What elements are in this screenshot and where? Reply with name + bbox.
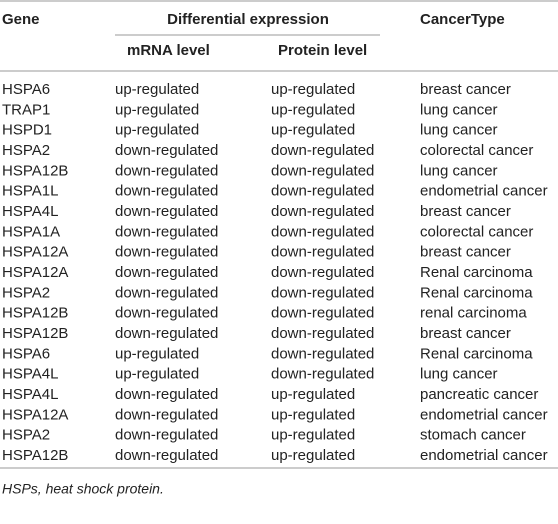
cell-gene: HSPA1L [2,183,58,200]
cell-mrna: down-regulated [115,244,218,261]
cell-protein: down-regulated [271,244,374,261]
cell-mrna: up-regulated [115,345,199,362]
cell-gene: HSPA6 [2,345,50,362]
cell-mrna: down-regulated [115,325,218,342]
cell-gene: HSPA4L [2,386,58,403]
cell-gene: TRAP1 [2,101,50,118]
cell-protein: down-regulated [271,366,374,383]
cell-gene: HSPA2 [2,284,50,301]
header-protein: Protein level [278,42,367,59]
footnote: HSPs, heat shock protein. [2,481,164,497]
cell-mrna: down-regulated [115,447,218,464]
cell-mrna: down-regulated [115,223,218,240]
cell-protein: up-regulated [271,81,355,98]
cell-mrna: down-regulated [115,183,218,200]
cell-protein: down-regulated [271,264,374,281]
header-group: Differential expression [167,11,329,28]
cell-protein: up-regulated [271,427,355,444]
cell-protein: down-regulated [271,183,374,200]
cell-mrna: up-regulated [115,81,199,98]
cell-cancer: endometrial cancer [420,406,548,423]
cell-mrna: down-regulated [115,264,218,281]
cell-gene: HSPA12B [2,447,68,464]
cell-protein: down-regulated [271,345,374,362]
header-gene: Gene [2,11,40,28]
cell-protein: down-regulated [271,203,374,220]
cell-cancer: endometrial cancer [420,183,548,200]
cell-gene: HSPA12A [2,264,68,281]
cell-cancer: breast cancer [420,244,511,261]
cell-mrna: down-regulated [115,427,218,444]
cell-protein: up-regulated [271,406,355,423]
cell-protein: up-regulated [271,101,355,118]
cell-cancer: stomach cancer [420,427,526,444]
cell-protein: down-regulated [271,284,374,301]
cell-cancer: pancreatic cancer [420,386,538,403]
cell-protein: down-regulated [271,325,374,342]
cell-cancer: Renal carcinoma [420,284,533,301]
cell-protein: up-regulated [271,386,355,403]
cell-gene: HSPA2 [2,427,50,444]
cell-cancer: lung cancer [420,366,498,383]
cell-gene: HSPA12B [2,305,68,322]
cell-protein: down-regulated [271,142,374,159]
cell-gene: HSPA4L [2,366,58,383]
cell-mrna: down-regulated [115,203,218,220]
cell-protein: down-regulated [271,305,374,322]
cell-mrna: down-regulated [115,386,218,403]
cell-gene: HSPA12B [2,325,68,342]
cell-gene: HSPA12B [2,162,68,179]
cell-gene: HSPD1 [2,122,52,139]
cell-protein: up-regulated [271,447,355,464]
cell-cancer: breast cancer [420,203,511,220]
cell-mrna: down-regulated [115,406,218,423]
cell-cancer: Renal carcinoma [420,264,533,281]
cell-mrna: down-regulated [115,305,218,322]
cell-gene: HSPA1A [2,223,60,240]
cell-protein: up-regulated [271,122,355,139]
header-cancer: CancerType [420,11,505,28]
cell-gene: HSPA12A [2,244,68,261]
cell-mrna: down-regulated [115,284,218,301]
header-mrna: mRNA level [127,42,210,59]
cell-cancer: renal carcinoma [420,305,527,322]
cell-cancer: Renal carcinoma [420,345,533,362]
cell-cancer: colorectal cancer [420,223,533,240]
cell-cancer: lung cancer [420,162,498,179]
cell-gene: HSPA2 [2,142,50,159]
cell-gene: HSPA12A [2,406,68,423]
cell-protein: down-regulated [271,162,374,179]
cell-cancer: breast cancer [420,81,511,98]
cell-cancer: lung cancer [420,122,498,139]
cell-gene: HSPA6 [2,81,50,98]
cell-gene: HSPA4L [2,203,58,220]
cell-cancer: endometrial cancer [420,447,548,464]
cell-mrna: up-regulated [115,122,199,139]
cell-cancer: lung cancer [420,101,498,118]
cell-mrna: up-regulated [115,101,199,118]
cell-cancer: colorectal cancer [420,142,533,159]
cell-mrna: down-regulated [115,162,218,179]
cell-protein: down-regulated [271,223,374,240]
cell-mrna: down-regulated [115,142,218,159]
cell-mrna: up-regulated [115,366,199,383]
cell-cancer: breast cancer [420,325,511,342]
